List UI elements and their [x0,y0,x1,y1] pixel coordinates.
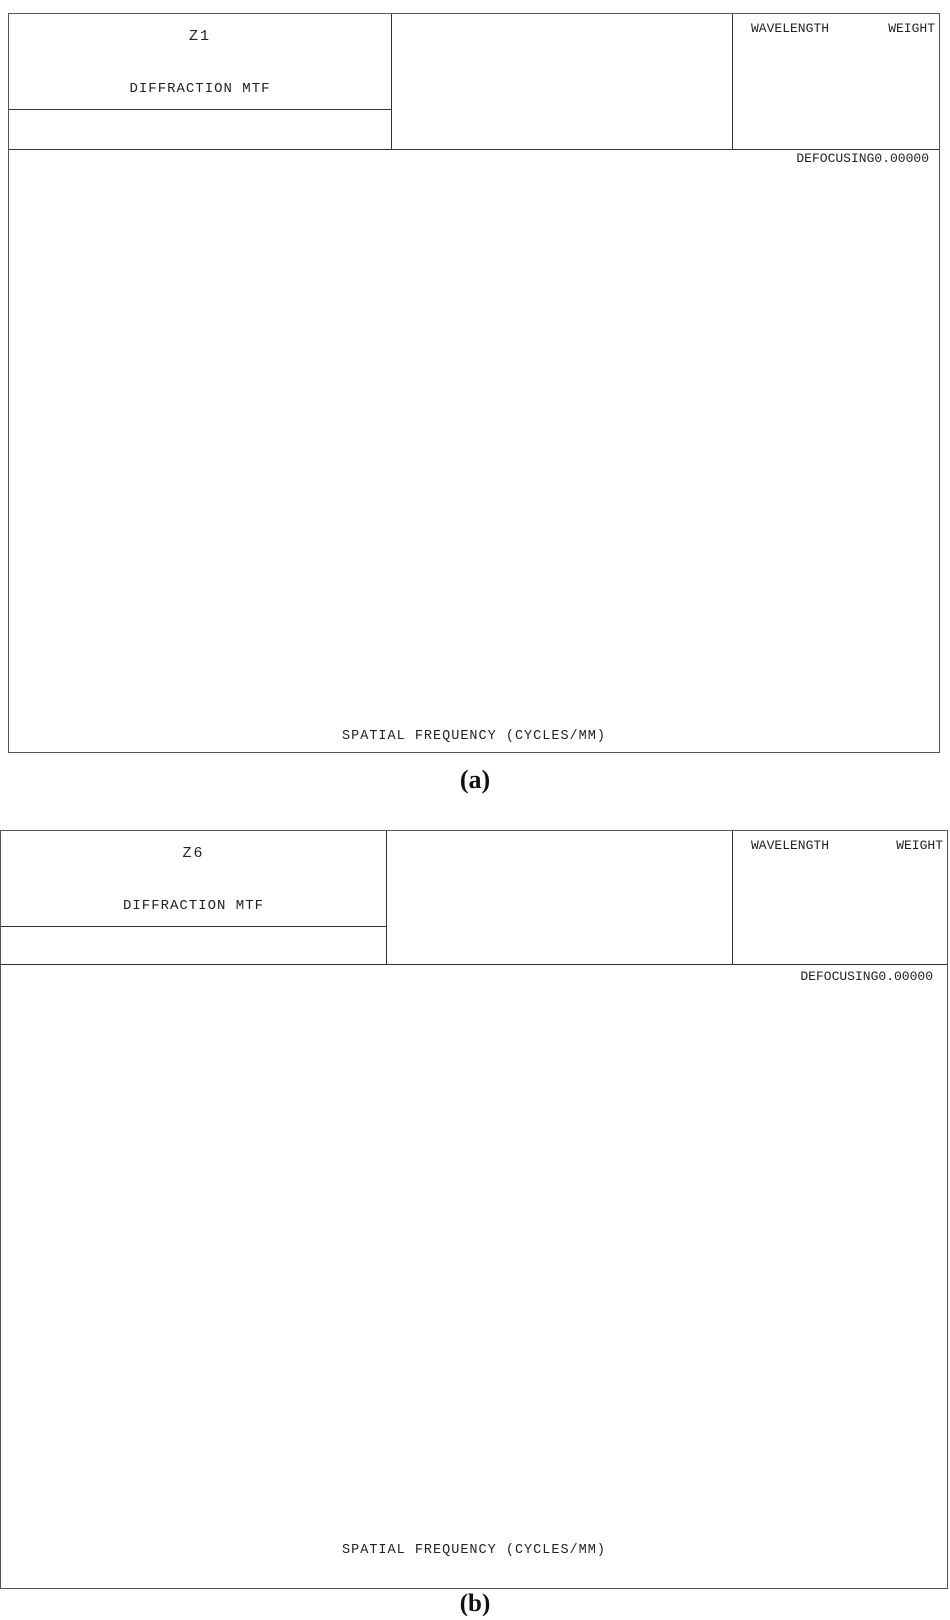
figure-subtitle: DIFFRACTION MTF [129,81,271,97]
wavelength-table: WAVELENGTH WEIGHT [733,831,947,964]
figure-title: Z1 [188,28,211,45]
title-underline [1,926,386,927]
wavelength-table-header: WAVELENGTH WEIGHT [733,14,939,36]
figure-subtitle: DIFFRACTION MTF [122,898,265,914]
title-cell: Z6 DIFFRACTION MTF [1,831,386,964]
x-axis-label: SPATIAL FREQUENCY (CYCLES/MM) [342,1543,606,1558]
plot-legend [392,14,732,149]
wavelength-table-header: WAVELENGTH WEIGHT [733,831,947,853]
subfigure-caption-b: (b) [459,1590,491,1617]
header-divider-1 [386,831,387,964]
wavelength-table: WAVELENGTH WEIGHT [733,14,939,149]
subfigure-caption-a: (a) [459,765,491,794]
weight-column-header: WEIGHT [896,838,943,853]
title-cell: Z1 DIFFRACTION MTF [9,14,391,149]
header-bottom-rule [9,149,939,150]
mtf-figure-b: Z6 DIFFRACTION MTF WAVELENGTH WEIGHT DEF… [0,830,948,1589]
defocus-readout: DEFOCUSING0.00000 [800,969,933,984]
wavelength-column-header: WAVELENGTH [751,21,830,36]
mtf-figure-a: Z1 DIFFRACTION MTF WAVELENGTH WEIGHT DEF… [8,13,940,753]
header-bottom-rule [1,964,947,965]
plot-legend [387,831,732,964]
header-divider-2 [732,14,733,149]
title-underline [9,109,391,110]
figure-title: Z6 [182,845,205,862]
wavelength-column-header: WAVELENGTH [751,838,830,853]
x-axis-label: SPATIAL FREQUENCY (CYCLES/MM) [342,729,606,744]
header-divider-2 [732,831,733,964]
header-divider-1 [391,14,392,149]
defocus-readout: DEFOCUSING0.00000 [796,151,929,166]
weight-column-header: WEIGHT [888,21,935,36]
